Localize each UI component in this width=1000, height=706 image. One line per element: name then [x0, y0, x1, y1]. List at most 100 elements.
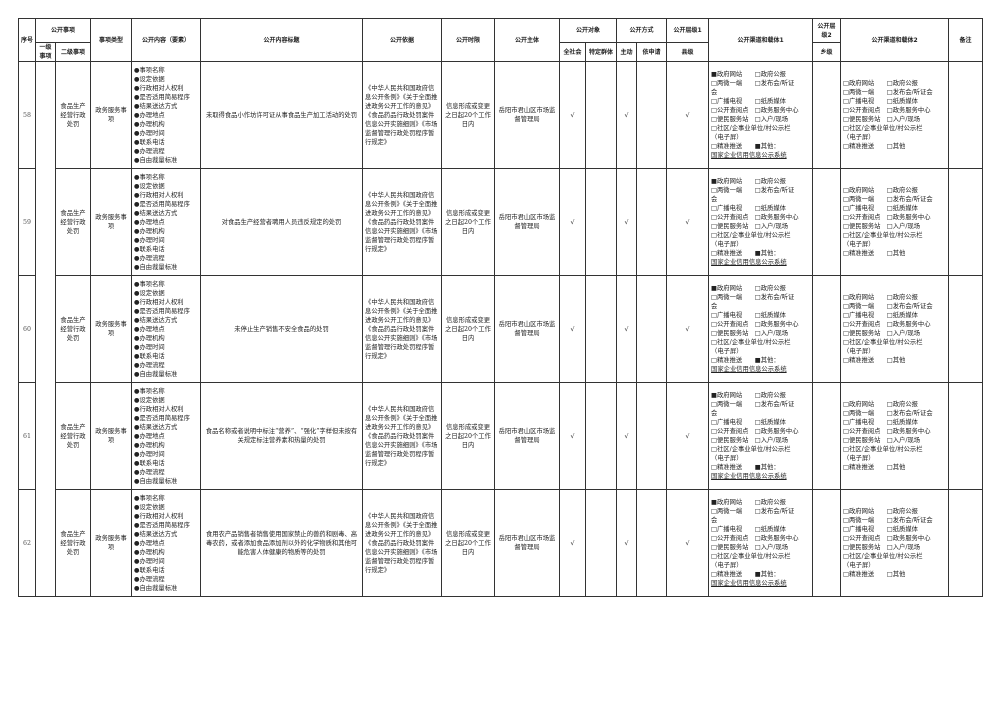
- item-type-cell: 政务服务事项: [90, 489, 133, 597]
- header-method: 公开方式: [616, 18, 668, 43]
- method-request-cell: [636, 275, 668, 383]
- seq-cell: 61: [18, 382, 36, 490]
- content-item: ●行政相对人权利: [134, 84, 184, 92]
- channel1-cell: ■政府网站 □政府公报 □两微一端 □发布会/听证会 □广播电视 □纸质媒体 □公开查…: [708, 168, 814, 276]
- item-type-cell: 政务服务事项: [90, 382, 133, 490]
- county-cell: √: [666, 168, 710, 276]
- content-item: ●联系电话: [134, 566, 165, 574]
- channel-option: （电子屏）: [843, 134, 875, 141]
- content-item: ●自由裁量标准: [134, 156, 178, 164]
- content-item: ●办理地点: [134, 432, 165, 440]
- channel-option: □社区/企事业单位/村公示栏: [843, 232, 923, 239]
- content-item: ●事项名称: [134, 173, 165, 181]
- content-item: ●行政相对人权利: [134, 298, 184, 306]
- content-item: ●办理机构: [134, 227, 165, 235]
- channel-option: □便民服务站 □入户/现场: [843, 437, 921, 444]
- channel-option: □政府网站 □政府公报: [843, 401, 918, 408]
- channel-option: ■政府网站 □政府公报: [711, 392, 786, 399]
- target-specific-cell: [585, 275, 618, 383]
- content-items-cell: ●事项名称 ●设定依据 ●行政相对人权利 ●是否适用简易程序 ●结果送达方式 ●办理地点 ●…: [131, 61, 202, 169]
- content-item: ●事项名称: [134, 66, 165, 74]
- channel-option: （电子屏）: [711, 241, 743, 248]
- channel-option: □社区/企事业单位/村公示栏: [711, 446, 791, 453]
- content-items-cell: ●事项名称 ●设定依据 ●行政相对人权利 ●是否适用简易程序 ●结果送达方式 ●办理地点 ●…: [131, 489, 202, 597]
- channel-other-link: 国家企业信用信息公示系统: [711, 580, 787, 587]
- header-subject: 公开主体: [494, 18, 561, 62]
- time-limit-cell: 信息形成或变更之日起20个工作日内: [441, 382, 496, 490]
- channel-option: □精准推送 □其他: [843, 571, 906, 578]
- subject-cell: 岳阳市君山区市场监督管理局: [494, 61, 561, 169]
- content-item: ●是否适用简易程序: [134, 414, 190, 422]
- channel-option: □精准推送 ■其他：: [711, 357, 780, 364]
- level2-cell: 食品生产经营行政处罚: [54, 275, 92, 383]
- header-method-active: 主动: [616, 42, 638, 62]
- remark-cell: [948, 382, 984, 490]
- remark-cell: [948, 489, 984, 597]
- content-item: ●办理地点: [134, 325, 165, 333]
- township-cell: [812, 382, 842, 490]
- basis-cell: 《中华人民共和国政府信息公开条例》《关于全面推进政务公开工作的意见》《食品药品行…: [362, 489, 443, 597]
- county-cell: √: [666, 489, 710, 597]
- channel-option: □精准推送 ■其他：: [711, 464, 780, 471]
- method-active-cell: √: [616, 61, 638, 169]
- content-item: ●自由裁量标准: [134, 584, 178, 592]
- channel-option: □两微一端 □发布会/听证: [711, 187, 795, 194]
- header-target-all: 全社会: [559, 42, 587, 62]
- header-level-2: 公开层级2: [812, 18, 842, 43]
- channel2-cell: □政府网站 □政府公报 □两微一端 □发布会/听证会 □广播电视 □纸质媒体 □公开查…: [840, 61, 950, 169]
- method-active-cell: √: [616, 489, 638, 597]
- channel-option: ■政府网站 □政府公报: [711, 71, 786, 78]
- header-time-limit: 公开时限: [441, 18, 496, 62]
- header-township: 乡级: [812, 42, 842, 62]
- content-item: ●办理流程: [134, 254, 165, 262]
- township-cell: [812, 61, 842, 169]
- subject-cell: 岳阳市君山区市场监督管理局: [494, 489, 561, 597]
- county-cell: √: [666, 61, 710, 169]
- channel2-cell: □政府网站 □政府公报 □两微一端 □发布会/听证会 □广播电视 □纸质媒体 □公开查…: [840, 275, 950, 383]
- channel-option: □公开查阅点 □政务服务中心: [711, 214, 799, 221]
- channel-option: □公开查阅点 □政务服务中心: [711, 428, 799, 435]
- header-target-specific: 特定群体: [585, 42, 618, 62]
- channel-option: □广播电视 □纸质媒体: [711, 526, 786, 533]
- channel-option: ■政府网站 □政府公报: [711, 285, 786, 292]
- channel-option: □两微一端 □发布会/听证会: [843, 410, 933, 417]
- content-item: ●是否适用简易程序: [134, 200, 190, 208]
- channel1-cell: ■政府网站 □政府公报 □两微一端 □发布会/听证会 □广播电视 □纸质媒体 □公开查…: [708, 61, 814, 169]
- basis-cell: 《中华人民共和国政府信息公开条例》《关于全面推进政务公开工作的意见》《食品药品行…: [362, 61, 443, 169]
- level2-cell: 食品生产经营行政处罚: [54, 382, 92, 490]
- target-all-cell: √: [559, 275, 587, 383]
- content-item: ●办理流程: [134, 575, 165, 583]
- channel-option: 会: [711, 303, 718, 310]
- channel-option: □精准推送 □其他: [843, 250, 906, 257]
- item-type-cell: 政务服务事项: [90, 168, 133, 276]
- channel-option: □政府网站 □政府公报: [843, 80, 918, 87]
- channel-option: □广播电视 □纸质媒体: [843, 419, 918, 426]
- channel-option: □便民服务站 □入户/现场: [711, 330, 789, 337]
- content-title-cell: 对食品生产经营者聘用人员违反规定的处罚: [200, 168, 364, 276]
- content-items-cell: ●事项名称 ●设定依据 ●行政相对人权利 ●是否适用简易程序 ●结果送达方式 ●办理地点 ●…: [131, 275, 202, 383]
- channel-option: □社区/企事业单位/村公示栏: [843, 446, 923, 453]
- content-item: ●事项名称: [134, 494, 165, 502]
- channel-option: （电子屏）: [711, 455, 743, 462]
- channel-option: ■政府网站 □政府公报: [711, 178, 786, 185]
- channel-option: □便民服务站 □入户/现场: [711, 437, 789, 444]
- method-request-cell: [636, 489, 668, 597]
- content-title-cell: 食用农产品销售者销售使用国家禁止的兽药和剧毒、高毒农药，或者添加食品添加剂以外的…: [200, 489, 364, 597]
- channel-option: □社区/企事业单位/村公示栏: [711, 339, 791, 346]
- header-level-1: 公开层级1: [666, 18, 710, 43]
- channel-option: □精准推送 ■其他：: [711, 250, 780, 257]
- content-item: ●设定依据: [134, 182, 165, 190]
- channel-option: □广播电视 □纸质媒体: [843, 98, 918, 105]
- target-specific-cell: [585, 489, 618, 597]
- channel1-cell: ■政府网站 □政府公报 □两微一端 □发布会/听证会 □广播电视 □纸质媒体 □公开查…: [708, 489, 814, 597]
- header-item-type: 事项类型: [90, 18, 133, 62]
- target-specific-cell: [585, 382, 618, 490]
- content-item: ●是否适用简易程序: [134, 521, 190, 529]
- channel-option: □便民服务站 □入户/现场: [843, 116, 921, 123]
- channel-option: □社区/企事业单位/村公示栏: [843, 553, 923, 560]
- content-item: ●办理流程: [134, 468, 165, 476]
- target-all-cell: √: [559, 168, 587, 276]
- channel-other-link: 国家企业信用信息公示系统: [711, 366, 787, 373]
- level2-cell: 食品生产经营行政处罚: [54, 489, 92, 597]
- channel-option: □广播电视 □纸质媒体: [843, 526, 918, 533]
